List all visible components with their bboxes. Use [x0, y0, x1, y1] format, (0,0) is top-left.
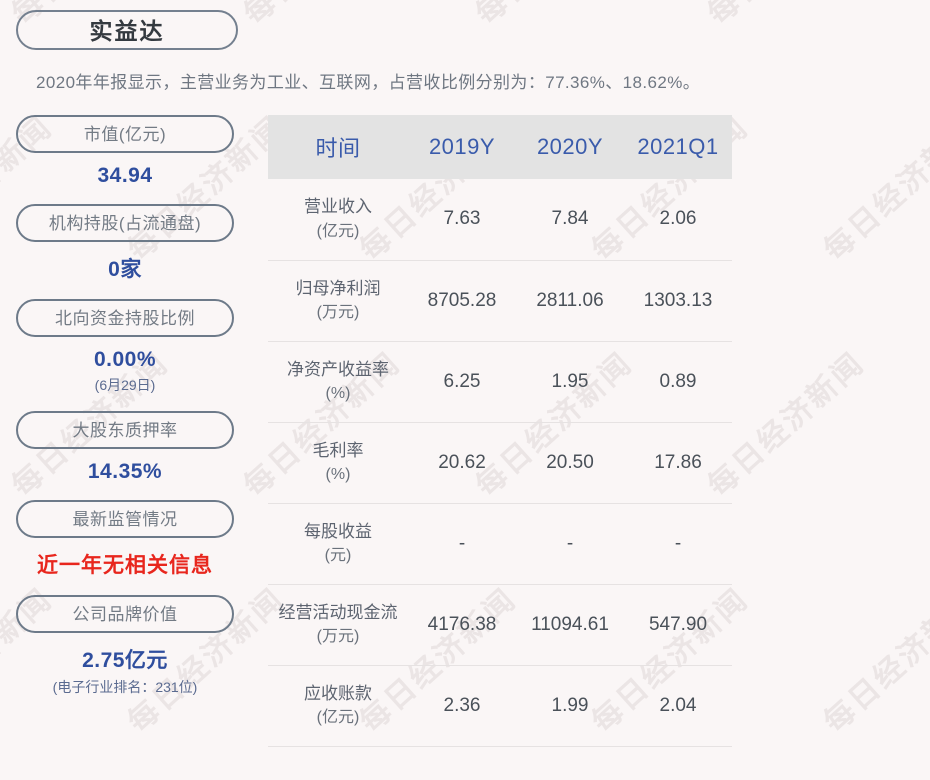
row-value-cell: 20.62	[408, 422, 516, 504]
table-body: 营业收入 (亿元) 7.63 7.84 2.06 归母净利润 (万元) 8705.28 2811…	[268, 179, 732, 747]
metric-label-pill[interactable]: 公司品牌价值	[16, 595, 234, 633]
row-label-cell: 毛利率 (%)	[268, 422, 408, 504]
row-unit: (元)	[324, 547, 352, 565]
column-header-2020y: 2020Y	[516, 115, 624, 179]
table-row: 应收账款 (亿元) 2.36 1.99 2.04	[268, 665, 732, 747]
row-value-cell: 20.50	[516, 422, 624, 504]
row-unit: (亿元)	[316, 709, 360, 727]
content-row: 市值(亿元) 34.94 机构持股(占流通盘) 0家北向资金持股比例 0.00% (6月2…	[0, 115, 930, 747]
row-label: 归母净利润	[295, 278, 381, 298]
metric-label-pill[interactable]: 北向资金持股比例	[16, 299, 234, 337]
row-unit: (%)	[325, 385, 351, 403]
row-label-cell: 净资产收益率 (%)	[268, 341, 408, 423]
metric-label-pill[interactable]: 机构持股(占流通盘)	[16, 204, 234, 242]
header-block: 实益达 2020年年报显示，主营业务为工业、互联网，占营收比例分别为：77.36…	[0, 0, 930, 93]
row-value-cell: 17.86	[624, 422, 732, 504]
row-value-cell: 1.95	[516, 341, 624, 423]
row-value-cell: -	[624, 503, 732, 585]
metric-block: 北向资金持股比例 0.00% (6月29日)	[16, 299, 250, 395]
row-value-cell: 547.90	[624, 584, 732, 666]
row-value-cell: 1303.13	[624, 260, 732, 342]
row-label-cell: 经营活动现金流 (万元)	[268, 584, 408, 666]
row-value-cell: 6.25	[408, 341, 516, 423]
metric-value: 0家	[108, 258, 142, 281]
row-label: 经营活动现金流	[278, 602, 398, 622]
row-value-cell: 7.84	[516, 179, 624, 261]
row-value-cell: -	[408, 503, 516, 585]
table-header: 时间 2019Y 2020Y 2021Q1	[268, 115, 732, 179]
row-value-cell: 2.06	[624, 179, 732, 261]
row-value-cell: -	[516, 503, 624, 585]
table-header-row: 时间 2019Y 2020Y 2021Q1	[268, 115, 732, 179]
metric-subvalue: (电子行业排名：231位)	[52, 679, 198, 695]
metric-label-pill[interactable]: 最新监管情况	[16, 500, 234, 538]
row-value-cell: 2.04	[624, 665, 732, 747]
column-header-2019y: 2019Y	[408, 115, 516, 179]
row-label: 每股收益	[304, 521, 372, 541]
row-value-cell: 4176.38	[408, 584, 516, 666]
row-label-cell: 归母净利润 (万元)	[268, 260, 408, 342]
metric-block: 机构持股(占流通盘) 0家	[16, 204, 250, 283]
table-row: 毛利率 (%) 20.62 20.50 17.86	[268, 422, 732, 504]
financial-table-container: 时间 2019Y 2020Y 2021Q1 营业收入 (亿元) 7.63 7.84 2.…	[250, 115, 930, 747]
column-header-2021q1: 2021Q1	[624, 115, 732, 179]
metric-value-alert: 近一年无相关信息	[37, 554, 213, 577]
row-value-cell: 7.63	[408, 179, 516, 261]
metrics-sidebar: 市值(亿元) 34.94 机构持股(占流通盘) 0家北向资金持股比例 0.00% (6月2…	[0, 115, 250, 713]
row-value-cell: 0.89	[624, 341, 732, 423]
metric-label-pill[interactable]: 市值(亿元)	[16, 115, 234, 153]
row-value-cell: 2.36	[408, 665, 516, 747]
row-value-cell: 1.99	[516, 665, 624, 747]
metric-label-pill[interactable]: 大股东质押率	[16, 411, 234, 449]
row-label: 净资产收益率	[287, 359, 389, 379]
table-row: 经营活动现金流 (万元) 4176.38 11094.61 547.90	[268, 584, 732, 666]
financial-table: 时间 2019Y 2020Y 2021Q1 营业收入 (亿元) 7.63 7.84 2.…	[268, 115, 732, 747]
business-summary-text: 2020年年报显示，主营业务为工业、互联网，占营收比例分别为：77.36%、18…	[36, 73, 701, 92]
row-label-cell: 每股收益 (元)	[268, 503, 408, 585]
row-unit: (万元)	[316, 304, 360, 322]
row-label: 应收账款	[304, 683, 372, 703]
metric-value: 2.75亿元	[82, 649, 168, 672]
metric-block: 公司品牌价值 2.75亿元 (电子行业排名：231位)	[16, 595, 250, 697]
row-value-cell: 2811.06	[516, 260, 624, 342]
row-label: 营业收入	[304, 197, 372, 217]
metric-subvalue: (6月29日)	[94, 377, 156, 393]
metric-block: 市值(亿元) 34.94	[16, 115, 250, 188]
column-header-metric: 时间	[268, 115, 408, 179]
metric-value: 14.35%	[87, 460, 163, 483]
metric-block: 最新监管情况近一年无相关信息	[16, 500, 250, 579]
table-row: 营业收入 (亿元) 7.63 7.84 2.06	[268, 179, 732, 261]
row-unit: (亿元)	[316, 222, 360, 240]
metric-value: 34.94	[97, 164, 153, 187]
table-row: 净资产收益率 (%) 6.25 1.95 0.89	[268, 341, 732, 423]
row-unit: (%)	[325, 466, 351, 484]
table-row: 每股收益 (元) - - -	[268, 503, 732, 585]
row-label: 毛利率	[312, 440, 364, 460]
row-unit: (万元)	[316, 628, 360, 646]
metric-block: 大股东质押率 14.35%	[16, 411, 250, 484]
company-name-pill: 实益达	[16, 10, 238, 50]
metric-value: 0.00%	[93, 348, 157, 371]
row-label-cell: 营业收入 (亿元)	[268, 179, 408, 261]
table-row: 归母净利润 (万元) 8705.28 2811.06 1303.13	[268, 260, 732, 342]
row-value-cell: 8705.28	[408, 260, 516, 342]
row-value-cell: 11094.61	[516, 584, 624, 666]
row-label-cell: 应收账款 (亿元)	[268, 665, 408, 747]
